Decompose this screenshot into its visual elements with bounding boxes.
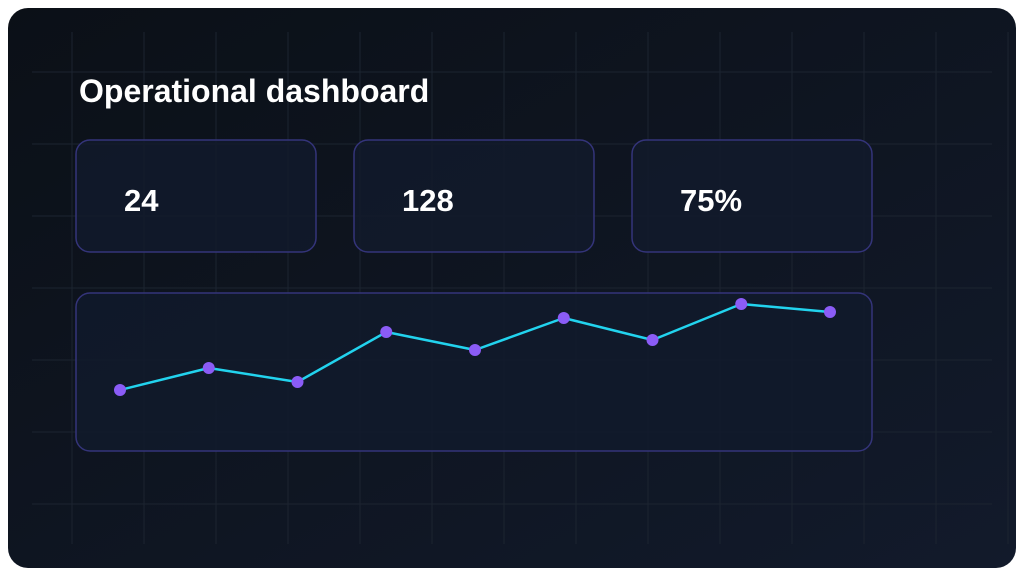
data-point (646, 334, 659, 346)
data-point (202, 362, 215, 374)
dashboard-title: Operational dashboard (79, 73, 429, 109)
data-point (735, 298, 748, 310)
data-point (291, 376, 304, 388)
kpi-card (353, 139, 595, 253)
data-point (114, 384, 126, 396)
kpi-value: 24 (124, 183, 159, 218)
kpi-value: 75% (680, 183, 742, 218)
kpi-cards: 24 128 75% (75, 139, 873, 253)
data-point (557, 312, 570, 324)
sparkline-chart (114, 298, 836, 396)
kpi-card (631, 139, 873, 253)
data-point (380, 326, 393, 338)
kpi-value: 128 (402, 183, 454, 218)
data-point (469, 344, 481, 356)
data-point (824, 306, 836, 318)
kpi-card (75, 139, 317, 253)
